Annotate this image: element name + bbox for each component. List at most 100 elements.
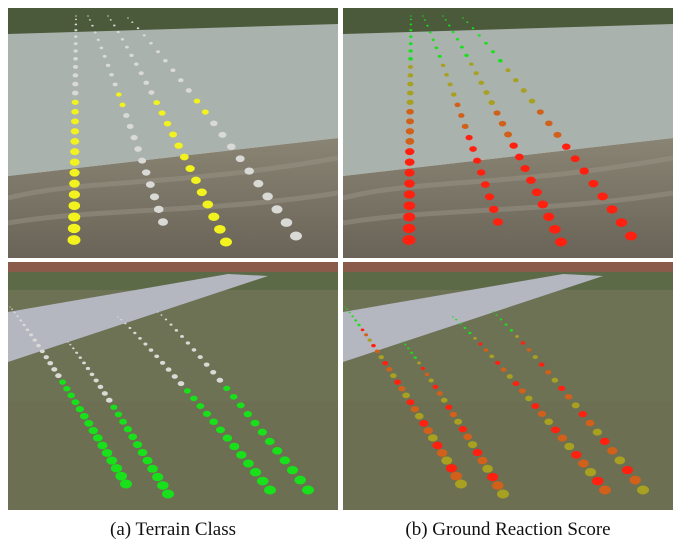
footstep-marker (147, 464, 158, 473)
footstep-marker (101, 448, 113, 457)
footstep-marker (99, 46, 104, 50)
footstep-marker (69, 158, 80, 166)
footstep-marker (432, 441, 443, 450)
footstep-marker (69, 343, 72, 346)
footstep-marker (183, 388, 191, 394)
concrete-slope (8, 24, 338, 176)
footstep-marker (105, 63, 111, 68)
footstep-marker (442, 15, 444, 17)
ground-reaction-marks (402, 15, 637, 247)
footstep-marker (461, 123, 469, 129)
terrain-class-marks (9, 306, 314, 499)
sand-scene-terrain-class-svg (8, 8, 338, 258)
footstep-marker (68, 212, 81, 222)
footstep-marker (436, 391, 443, 396)
footstep-marker (124, 45, 129, 49)
footstep-marker (51, 367, 58, 372)
sand-scene-ground-reaction-svg (343, 8, 673, 258)
footstep-marker (158, 110, 166, 116)
footstep-marker (63, 385, 71, 392)
footstep-marker (405, 148, 415, 156)
footstep-marker (555, 237, 567, 247)
footstep-marker (417, 361, 421, 365)
footstep-marker (597, 192, 608, 201)
footstep-marker (169, 323, 173, 326)
footstep-marker (436, 448, 448, 457)
footstep-marker (489, 354, 495, 359)
footstep-marker (493, 110, 501, 116)
footstep-marker (402, 392, 410, 399)
footstep-marker (426, 24, 429, 27)
footstep-marker (520, 341, 526, 345)
footstep-marker (404, 343, 407, 346)
footstep-marker (483, 90, 490, 95)
footstep-marker (138, 157, 147, 164)
footstep-marker (82, 361, 86, 365)
footstep-marker (564, 442, 575, 451)
footstep-marker (25, 328, 30, 332)
footstep-marker (492, 311, 494, 313)
footstep-marker (483, 348, 489, 352)
footstep-marker (279, 456, 291, 465)
footstep-marker (455, 37, 460, 41)
footstep-marker (409, 18, 412, 21)
footstep-marker (462, 17, 464, 19)
footstep-marker (357, 323, 361, 327)
footstep-marker (386, 367, 393, 372)
footstep-marker (249, 468, 262, 477)
footstep-marker (185, 88, 192, 93)
footstep-marker (408, 49, 413, 53)
footstep-marker (101, 391, 108, 396)
footstep-marker (93, 31, 97, 34)
footstep-marker (264, 485, 276, 495)
footstep-marker (119, 102, 126, 108)
footstep-marker (405, 128, 415, 135)
footstep-marker (116, 30, 120, 34)
footstep-marker (143, 80, 150, 85)
footstep-marker (459, 45, 464, 49)
footstep-marker (97, 384, 104, 390)
footstep-marker (378, 355, 384, 360)
footstep-marker (615, 218, 628, 227)
footstep-marker (537, 410, 547, 417)
footstep-marker (115, 92, 122, 97)
footstep-marker (451, 30, 455, 34)
footstep-marker (106, 456, 118, 465)
footstep-marker (371, 343, 376, 348)
stadium-banner (343, 262, 673, 272)
footstep-marker (382, 361, 389, 366)
footstep-marker (132, 441, 143, 449)
footstep-marker (629, 475, 641, 485)
footstep-marker (497, 489, 509, 499)
footstep-marker (128, 433, 138, 441)
footstep-marker (360, 328, 365, 332)
footstep-marker (85, 366, 91, 371)
footstep-marker (87, 15, 89, 17)
footstep-marker (223, 385, 231, 392)
footstep-marker (420, 366, 426, 371)
grass-scene-ground-reaction-image (343, 262, 673, 510)
footstep-marker (558, 385, 566, 392)
footstep-marker (185, 165, 195, 173)
footstep-marker (482, 464, 493, 473)
footstep-marker (71, 399, 80, 406)
footstep-marker (354, 319, 358, 322)
footstep-marker (467, 441, 478, 449)
footstep-marker (120, 318, 123, 321)
footstep-marker (504, 323, 508, 326)
footstep-marker (545, 120, 553, 127)
footstep-marker (149, 41, 153, 45)
footstep-marker (236, 402, 245, 409)
footstep-marker (177, 381, 185, 387)
footstep-marker (128, 326, 132, 330)
footstep-marker (557, 434, 568, 442)
footstep-marker (472, 448, 483, 457)
footstep-marker (138, 336, 142, 340)
footstep-marker (585, 419, 595, 427)
footstep-marker (518, 388, 526, 394)
footstep-marker (459, 322, 462, 325)
footstep-marker (148, 90, 155, 95)
footstep-marker (402, 341, 404, 343)
footstep-marker (402, 223, 416, 234)
